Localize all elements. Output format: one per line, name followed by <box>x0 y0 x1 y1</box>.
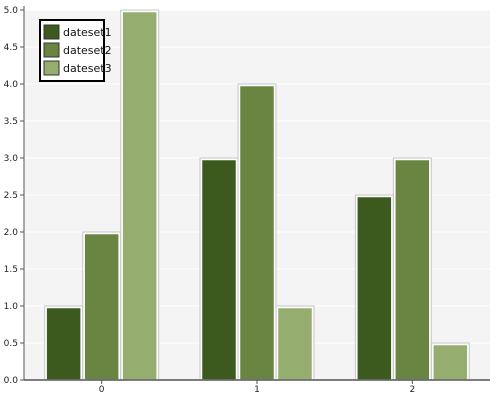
bar-dateset3-1 <box>276 306 314 381</box>
legend-swatch-dateset2 <box>43 42 60 58</box>
axes: 0.0 0.5 1.0 1.5 2.0 2.5 3.0 3.5 4.0 4.5 5.0 0 1 2 <box>4 6 490 395</box>
legend-swatch-dateset1 <box>43 24 60 40</box>
x-tick-label: 0 <box>99 385 105 395</box>
y-tick-label: 5.0 <box>4 6 19 16</box>
bars <box>44 9 470 381</box>
y-tick-label: 0.0 <box>4 376 19 386</box>
bar-dateset1-0 <box>45 306 82 381</box>
y-tick-label: 0.5 <box>4 339 18 349</box>
y-tick-label: 4.5 <box>4 43 18 53</box>
legend: dateset1 dateset2 dateset3 <box>39 19 112 82</box>
x-tick-label: 1 <box>254 385 260 395</box>
bar-dateset2-2 <box>394 158 431 381</box>
y-tick-label: 2.0 <box>4 228 19 238</box>
legend-label-dateset3: dateset3 <box>63 62 112 75</box>
y-tick-label: 1.0 <box>4 302 19 312</box>
bar-dateset2-0 <box>83 232 120 381</box>
bar-dateset2-1 <box>238 84 276 381</box>
y-tick-label: 2.5 <box>4 191 18 201</box>
legend-swatch-dateset3 <box>43 60 60 76</box>
y-tick-label: 3.5 <box>4 117 18 127</box>
legend-label-dateset2: dateset2 <box>63 44 112 57</box>
y-tick-label: 3.0 <box>4 154 19 164</box>
bar-dateset1-1 <box>200 158 238 381</box>
y-tick-label: 1.5 <box>4 265 18 275</box>
bar-dateset1-2 <box>356 195 393 381</box>
bar-dateset3-2 <box>432 343 469 381</box>
x-tick-label: 2 <box>409 385 415 395</box>
legend-label-dateset1: dateset1 <box>63 26 112 39</box>
y-tick-label: 4.0 <box>4 80 19 90</box>
bar-dateset3-0 <box>121 10 158 381</box>
